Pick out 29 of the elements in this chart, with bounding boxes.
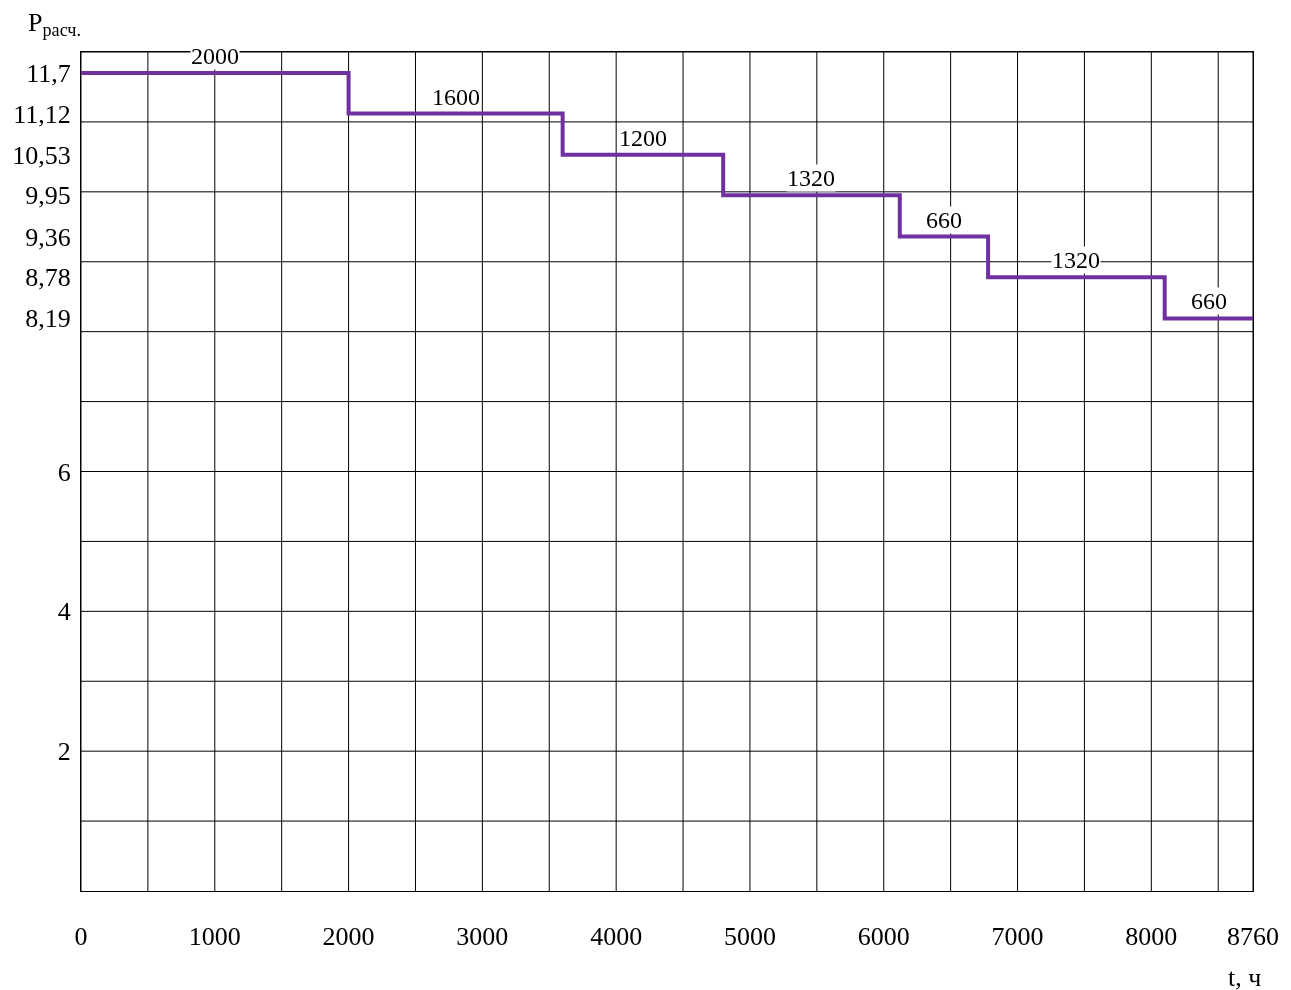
y-tick-label: 4 [57,597,71,627]
y-tick-label: 10,53 [12,140,71,170]
x-tick-label: 3000 [456,922,509,952]
x-tick-label: 5000 [723,922,776,952]
x-tick-label: 8760 [1227,922,1279,952]
annotation: 1600 [432,84,480,110]
y-tick-label: 11,12 [13,99,71,129]
y-axis-title: P$_{расч.}$ [28,8,82,41]
x-tick-label: 8000 [1125,922,1178,952]
y-tick-label: 8,19 [25,304,71,334]
x-tick-label: 1000 [188,922,241,952]
annotation: 2000 [191,43,239,69]
y-tick-label: 2 [57,737,71,767]
x-tick-label: 6000 [857,922,910,952]
x-tick-label: 7000 [991,922,1044,952]
y-tick-label: 9,36 [25,222,71,252]
y-tick-label: 6 [57,457,71,487]
x-axis-title: t, ч [1228,963,1262,990]
annotation: 1320 [787,165,835,191]
x-tick-label: 4000 [590,922,643,952]
y-tick-label: 9,95 [25,181,71,211]
annotation: 660 [926,207,962,233]
y-tick-label: 8,78 [25,263,71,293]
y-tick-label: 11,7 [26,59,71,89]
x-tick-label: 0 [74,922,88,952]
annotation: 1320 [1052,247,1100,273]
annotation: 1200 [619,125,667,151]
annotation: 660 [1191,288,1227,314]
x-tick-label: 2000 [322,922,375,952]
